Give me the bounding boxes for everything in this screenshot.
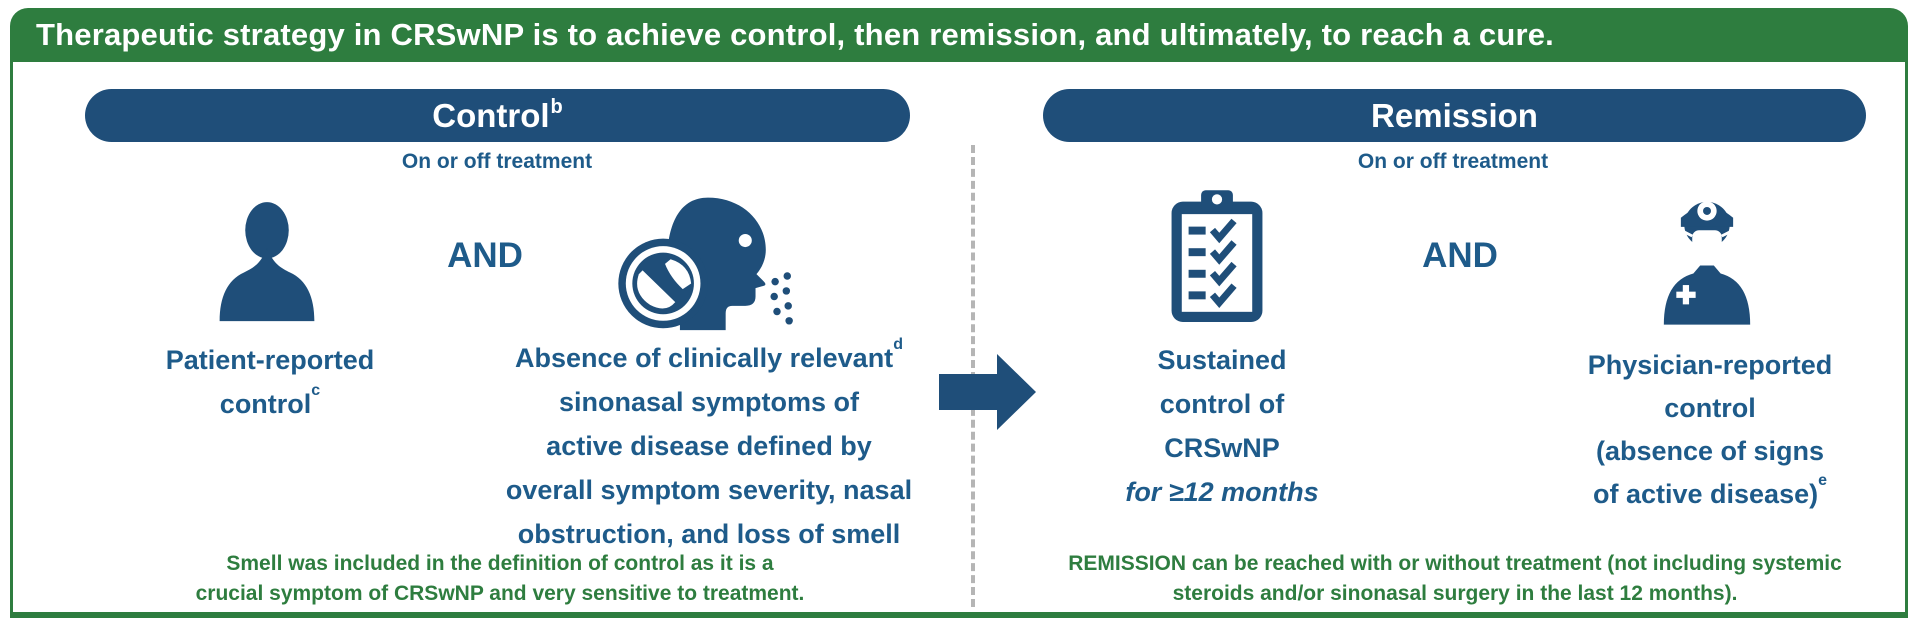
caption-line: obstruction, and loss of smell	[517, 519, 901, 549]
physician-icon	[1650, 186, 1764, 328]
caption-line: control	[1664, 393, 1756, 423]
caption-line: Sustained	[1157, 345, 1287, 375]
remission-footnote: REMISSION can be reached with or without…	[1005, 549, 1905, 609]
caption-line: overall symptom severity, nasal	[505, 475, 913, 505]
right-arrow-icon	[935, 348, 1040, 436]
caption-line: active disease defined by	[546, 431, 872, 461]
caption-line: Absence of clinically relevantd	[515, 336, 903, 374]
footnote-line: Smell was included in the definition of …	[226, 552, 774, 575]
control-title: Control	[432, 96, 550, 134]
caption-line: of active disease)e	[1592, 472, 1828, 510]
footnote-line: crucial symptom of CRSwNP and very sensi…	[195, 582, 805, 605]
no-smell-face-icon	[618, 192, 796, 332]
remission-title: Remission	[1371, 96, 1538, 134]
caption-line: control of	[1159, 389, 1285, 419]
caption-line: sinonasal symptoms of	[558, 387, 860, 417]
caption-superscript: c	[311, 382, 321, 399]
panel-frame	[10, 60, 1908, 618]
control-and-label: AND	[447, 236, 523, 275]
sustained-control-caption: Sustained control of CRSwNP for ≥12 mont…	[1072, 338, 1372, 514]
caption-line: Physician-reported	[1587, 350, 1833, 380]
caption-superscript: d	[893, 336, 903, 353]
physician-reported-caption: Physician-reported control (absence of s…	[1560, 344, 1860, 516]
patient-reported-caption: Patient-reported controlc	[120, 338, 420, 426]
remission-subtitle: On or off treatment	[1357, 150, 1549, 173]
checklist-clipboard-icon	[1160, 188, 1274, 330]
caption-line: CRSwNP	[1164, 433, 1280, 463]
banner-title: Therapeutic strategy in CRSwNP is to ach…	[36, 17, 1554, 52]
caption-line: controlc	[219, 382, 321, 420]
control-section-header: Control b	[85, 89, 910, 142]
caption-line: Patient-reported	[165, 345, 375, 375]
control-subtitle: On or off treatment	[401, 150, 593, 173]
absence-of-symptoms-caption: Absence of clinically relevantd sinonasa…	[459, 336, 959, 556]
caption-line-italic: for ≥12 months	[1125, 477, 1319, 507]
patient-silhouette-icon	[203, 196, 331, 326]
control-footnote: Smell was included in the definition of …	[150, 549, 850, 609]
caption-superscript: e	[1818, 472, 1828, 489]
remission-section-header: Remission	[1043, 89, 1866, 142]
caption-line: (absence of signs	[1595, 436, 1825, 466]
footnote-line: steroids and/or sinonasal surgery in the…	[1172, 582, 1738, 605]
remission-and-label: AND	[1422, 236, 1498, 275]
footnote-line: REMISSION can be reached with or without…	[1068, 552, 1842, 575]
banner: Therapeutic strategy in CRSwNP is to ach…	[10, 8, 1908, 62]
